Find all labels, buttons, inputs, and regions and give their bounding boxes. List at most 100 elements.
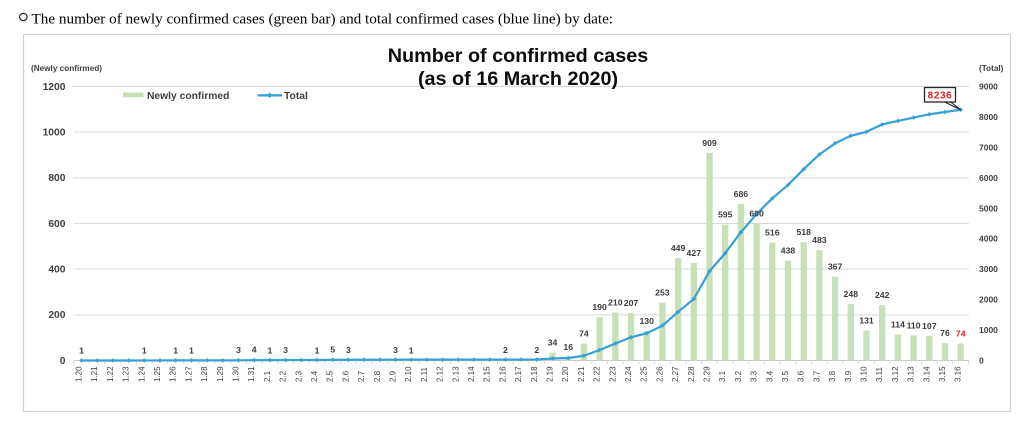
svg-text:5000: 5000 [979,203,998,213]
svg-text:1: 1 [267,345,272,355]
svg-text:210: 210 [608,298,623,308]
svg-text:2.11: 2.11 [420,366,429,382]
svg-text:1: 1 [189,345,194,355]
svg-text:3: 3 [393,345,398,355]
svg-text:2.13: 2.13 [451,366,460,382]
svg-text:Total: Total [284,91,308,102]
svg-text:1.21: 1.21 [90,366,99,382]
svg-text:131: 131 [859,316,874,326]
svg-text:2.21: 2.21 [577,366,586,382]
svg-text:1: 1 [409,345,414,355]
svg-text:107: 107 [922,321,937,331]
svg-text:1.22: 1.22 [106,366,115,382]
svg-text:1.20: 1.20 [75,366,84,382]
svg-text:2.2: 2.2 [279,370,288,382]
svg-text:2.22: 2.22 [593,366,602,382]
svg-text:114: 114 [891,319,905,329]
svg-text:1: 1 [79,345,84,355]
svg-text:3.5: 3.5 [781,370,790,382]
svg-text:6000: 6000 [979,173,998,183]
svg-text:3.12: 3.12 [891,366,900,382]
svg-text:518: 518 [796,227,811,237]
svg-text:4000: 4000 [979,234,998,244]
svg-text:3000: 3000 [979,264,998,274]
svg-text:3.10: 3.10 [860,366,869,382]
svg-text:5: 5 [330,344,335,354]
svg-text:438: 438 [781,245,796,255]
svg-text:909: 909 [702,138,717,148]
svg-text:2.23: 2.23 [608,366,617,382]
svg-text:1.28: 1.28 [200,366,209,382]
svg-text:1000: 1000 [979,325,998,335]
svg-text:2.5: 2.5 [326,370,335,382]
svg-text:1.29: 1.29 [216,366,225,382]
svg-text:0: 0 [979,356,984,366]
svg-text:200: 200 [48,310,65,321]
svg-text:2.6: 2.6 [341,370,350,382]
svg-text:2.24: 2.24 [624,366,633,382]
svg-text:1000: 1000 [43,128,66,139]
svg-text:34: 34 [548,338,558,348]
svg-text:3.13: 3.13 [907,366,916,382]
svg-text:2.16: 2.16 [498,366,507,382]
svg-text:74: 74 [956,329,966,339]
svg-text:3.1: 3.1 [718,370,727,382]
svg-text:1.27: 1.27 [184,366,193,382]
svg-text:3.8: 3.8 [828,370,837,382]
svg-text:595: 595 [718,210,733,220]
svg-text:600: 600 [48,219,65,230]
svg-text:2.19: 2.19 [546,366,555,382]
svg-text:110: 110 [907,320,921,330]
svg-text:3.7: 3.7 [812,370,821,382]
svg-text:8236: 8236 [928,91,953,102]
svg-text:The number of newly confirmed: The number of newly confirmed cases (gre… [32,11,614,28]
svg-text:3.15: 3.15 [938,366,947,382]
svg-text:3.2: 3.2 [734,370,743,382]
svg-text:400: 400 [48,265,65,276]
svg-text:3.11: 3.11 [875,366,884,382]
svg-text:2.27: 2.27 [671,366,680,382]
svg-text:3.16: 3.16 [954,366,963,382]
svg-text:1.26: 1.26 [169,366,178,382]
svg-text:3: 3 [283,345,288,355]
svg-text:3.9: 3.9 [844,370,853,382]
svg-text:1.31: 1.31 [247,366,256,382]
svg-text:2.8: 2.8 [373,370,382,382]
svg-text:2000: 2000 [979,295,998,305]
svg-text:3: 3 [346,345,351,355]
svg-text:7000: 7000 [979,142,998,152]
svg-text:1.30: 1.30 [232,366,241,382]
svg-text:600: 600 [749,209,764,219]
svg-text:3.6: 3.6 [797,370,806,382]
svg-text:1: 1 [142,345,147,355]
svg-text:2.20: 2.20 [561,366,570,382]
svg-text:8000: 8000 [979,112,998,122]
svg-text:686: 686 [734,189,749,199]
svg-text:2: 2 [503,345,508,355]
svg-text:76: 76 [940,328,950,338]
svg-text:2.10: 2.10 [404,366,413,382]
svg-text:1200: 1200 [43,82,66,93]
svg-text:3.14: 3.14 [922,366,931,382]
svg-text:2: 2 [534,345,539,355]
svg-text:248: 248 [844,289,859,299]
svg-text:367: 367 [828,262,843,272]
svg-text:2.18: 2.18 [530,366,539,382]
svg-text:449: 449 [671,243,686,253]
svg-text:3: 3 [236,345,241,355]
svg-text:427: 427 [687,248,702,258]
svg-text:2.14: 2.14 [467,366,476,382]
svg-text:(Newly confirmed): (Newly confirmed) [31,64,102,73]
svg-text:516: 516 [765,228,780,238]
svg-text:253: 253 [655,288,670,298]
svg-text:242: 242 [875,290,890,300]
svg-text:130: 130 [639,316,654,326]
svg-text:2.17: 2.17 [514,366,523,382]
svg-text:1.23: 1.23 [122,366,131,382]
svg-text:800: 800 [48,173,65,184]
svg-text:1.25: 1.25 [153,366,162,382]
svg-text:2.15: 2.15 [483,366,492,382]
svg-text:2.9: 2.9 [389,370,398,382]
svg-text:(Total): (Total) [979,64,1004,73]
svg-text:1: 1 [315,345,320,355]
